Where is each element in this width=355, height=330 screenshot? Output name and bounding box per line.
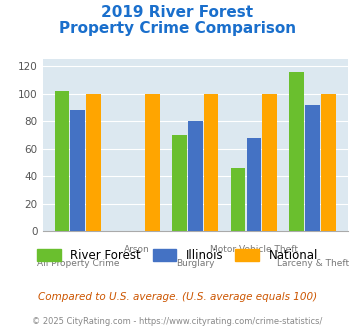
Text: © 2025 CityRating.com - https://www.cityrating.com/crime-statistics/: © 2025 CityRating.com - https://www.city… bbox=[32, 317, 323, 326]
Bar bbox=[145, 94, 160, 231]
Text: Arson: Arson bbox=[124, 245, 149, 254]
Bar bbox=[86, 94, 101, 231]
Bar bbox=[188, 121, 203, 231]
Text: Burglary: Burglary bbox=[176, 259, 214, 268]
Text: 2019 River Forest: 2019 River Forest bbox=[102, 5, 253, 20]
Bar bbox=[262, 94, 277, 231]
Bar bbox=[305, 105, 320, 231]
Bar bbox=[321, 94, 336, 231]
Text: Motor Vehicle Theft: Motor Vehicle Theft bbox=[210, 245, 298, 254]
Text: Property Crime Comparison: Property Crime Comparison bbox=[59, 21, 296, 36]
Bar bbox=[204, 94, 218, 231]
Bar bbox=[55, 91, 69, 231]
Bar bbox=[289, 72, 304, 231]
Bar bbox=[247, 138, 261, 231]
Bar bbox=[231, 168, 245, 231]
Text: All Property Crime: All Property Crime bbox=[37, 259, 119, 268]
Bar bbox=[172, 135, 187, 231]
Legend: River Forest, Illinois, National: River Forest, Illinois, National bbox=[33, 244, 322, 266]
Text: Larceny & Theft: Larceny & Theft bbox=[277, 259, 349, 268]
Text: Compared to U.S. average. (U.S. average equals 100): Compared to U.S. average. (U.S. average … bbox=[38, 292, 317, 302]
Bar bbox=[71, 110, 85, 231]
